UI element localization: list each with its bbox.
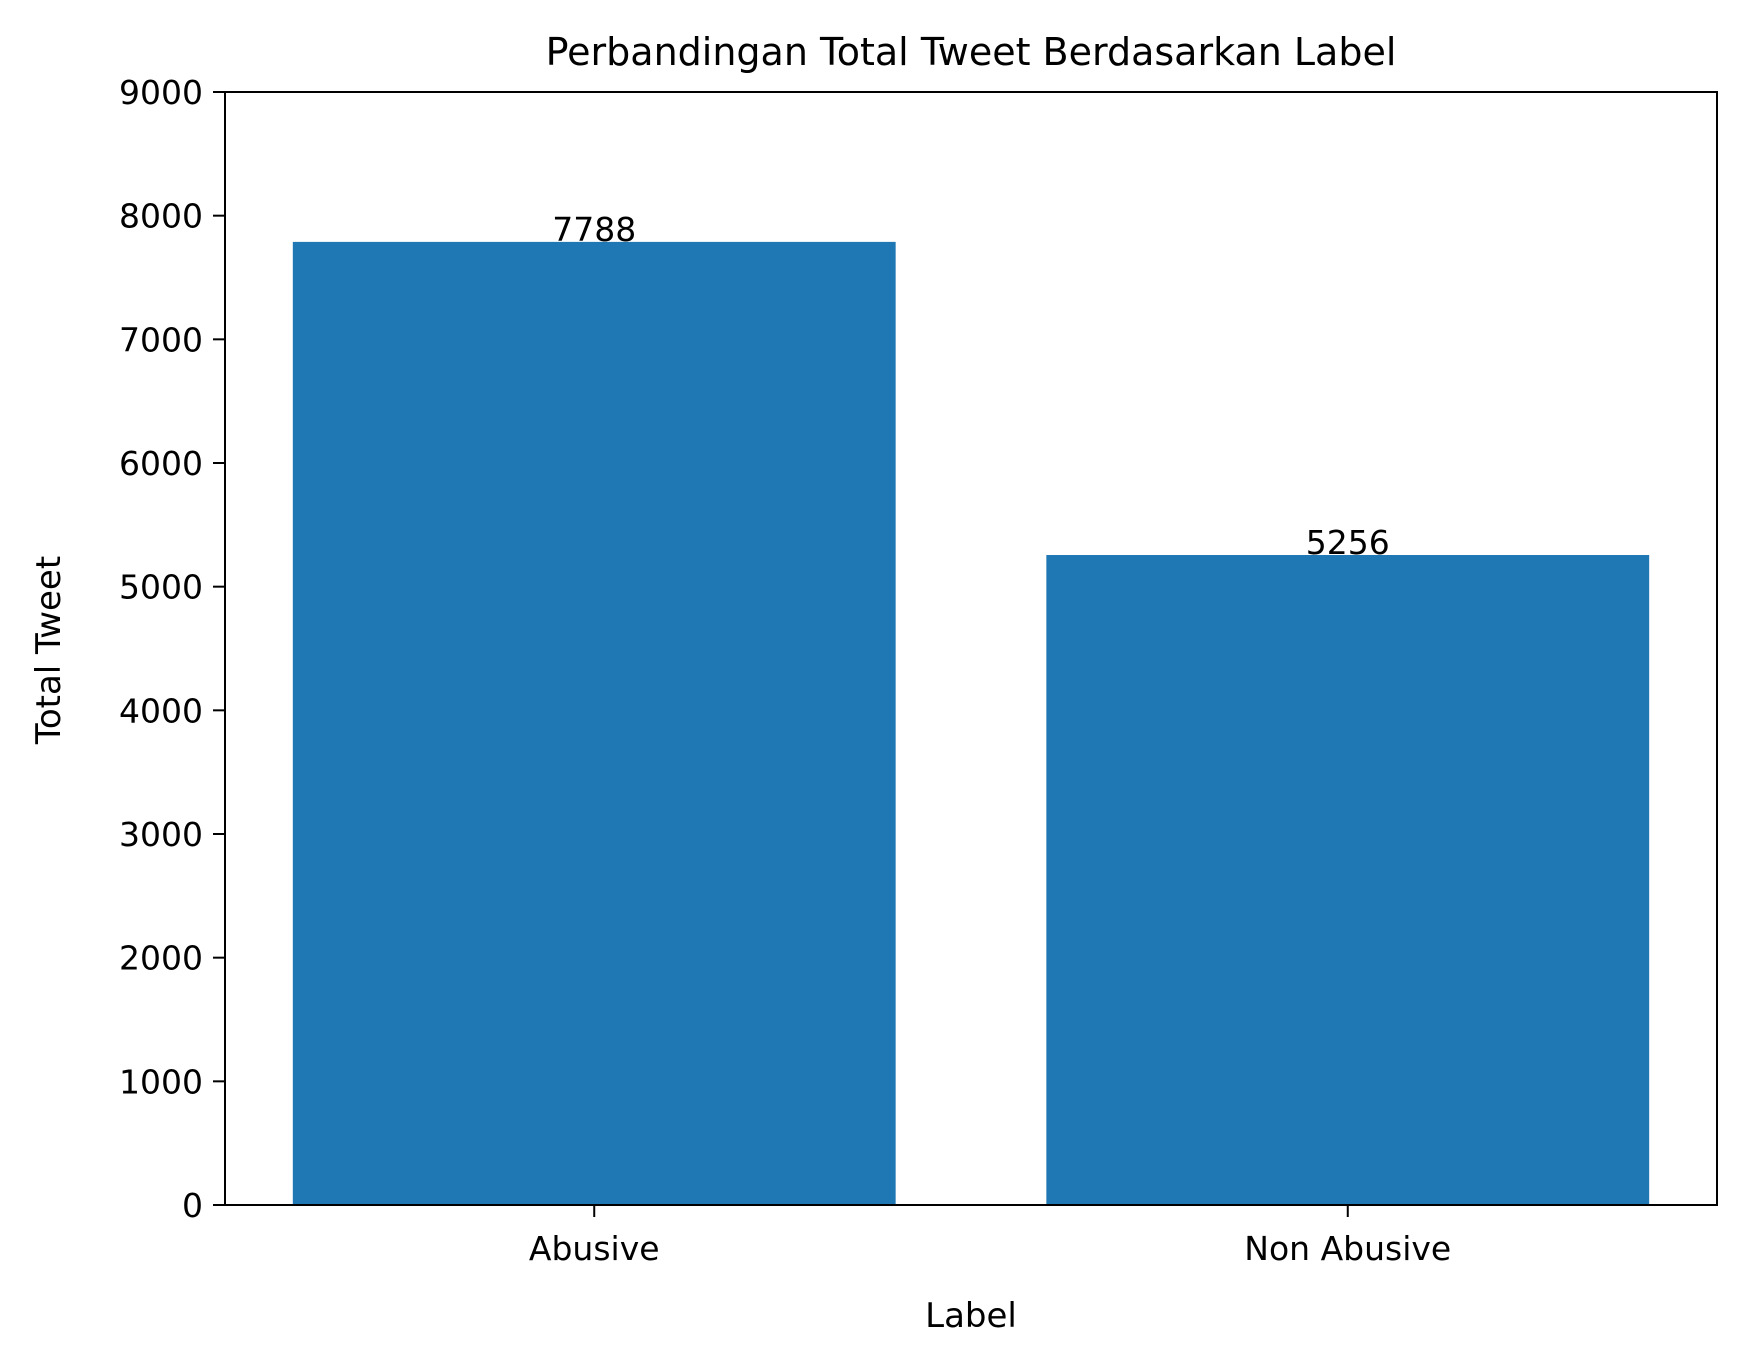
y-tick-label: 3000 [119,815,203,854]
bar-abusive [292,241,896,1205]
y-tick-label: 2000 [119,939,203,978]
x-tick-label: Non Abusive [1244,1229,1451,1268]
data-label: 5256 [1306,523,1390,562]
data-labels-group: 7788 5256 [552,210,1390,562]
x-tick-label: Abusive [529,1229,660,1268]
y-tick-label: 8000 [119,197,203,236]
x-axis-label: Label [925,1296,1017,1336]
bar-non-abusive [1046,555,1650,1205]
y-tick-label: 5000 [119,568,203,607]
y-tick-label: 7000 [119,320,203,359]
data-label: 7788 [552,210,636,249]
y-tick-label: 0 [182,1186,203,1225]
bars-group [292,241,1650,1205]
chart-title: Perbandingan Total Tweet Berdasarkan Lab… [546,30,1397,74]
y-tick-label: 1000 [119,1062,203,1101]
x-axis-ticks: Abusive Non Abusive [529,1205,1451,1268]
plot-frame [224,91,1718,1206]
y-tick-label: 6000 [119,444,203,483]
y-tick-label: 9000 [119,73,203,112]
y-tick-label: 4000 [119,691,203,730]
y-axis-ticks: 0 1000 2000 3000 4000 5000 6000 7000 8000 9000 [119,73,225,1225]
y-axis-label: Total Tweet [29,556,69,745]
